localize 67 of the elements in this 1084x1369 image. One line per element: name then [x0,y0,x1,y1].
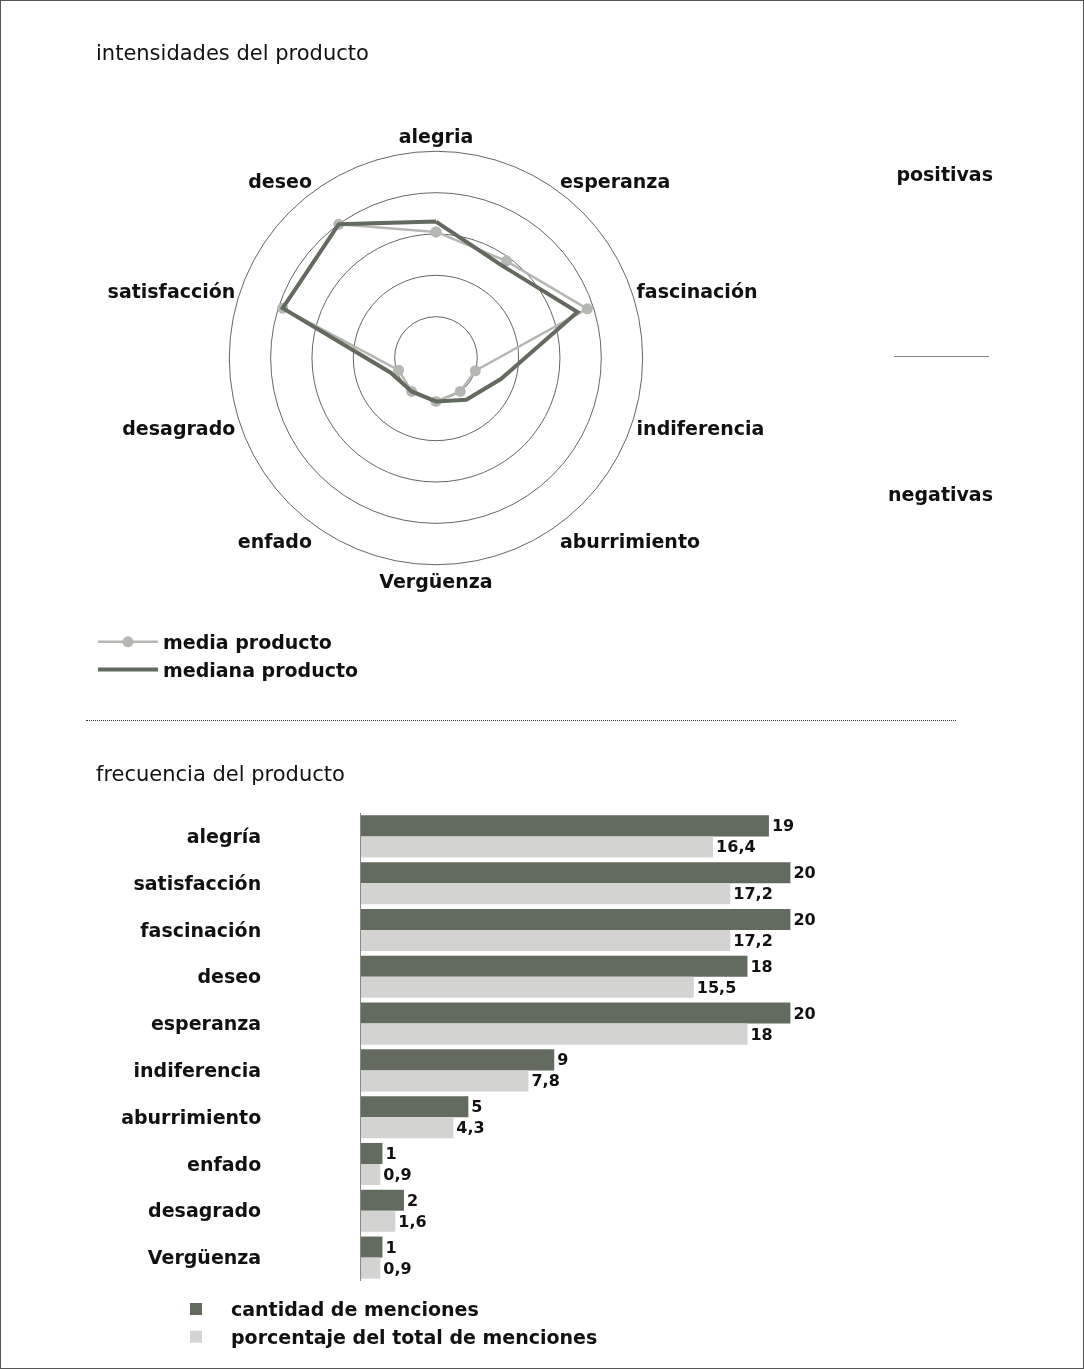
bar [361,1070,529,1092]
spoke-label: deseo [248,170,312,193]
bar [361,908,791,930]
legend-label: mediana producto [162,658,359,681]
y-tick-label: enfado [187,1152,262,1175]
data-label: 0,9 [383,1258,412,1278]
data-label: 18 [750,956,773,976]
spoke-label: fascinación [636,279,758,302]
y-tick-label: aburrimiento [121,1105,262,1128]
y-tick-label: Vergüenza [147,1246,262,1269]
y-tick-label: deseo [197,965,262,988]
bar [361,1257,381,1279]
bar [361,883,731,905]
data-label: 4,3 [456,1118,485,1138]
data-label: 9 [557,1050,569,1070]
legend-label: media producto [162,631,332,654]
data-label: 17,2 [733,931,773,951]
data-label: 1 [385,1143,397,1163]
bar [361,1210,396,1232]
data-label: 17,2 [733,884,773,904]
y-tick-label: fascinación [140,918,262,941]
spoke-label: Vergüenza [379,569,493,592]
y-tick-label: esperanza [150,1012,262,1035]
spoke-label: satisfacción [107,279,236,302]
bar [361,976,694,998]
y-tick-label: desagrado [148,1199,262,1222]
bar [361,836,714,858]
bar [361,1189,404,1211]
bar [361,862,791,884]
bar [361,955,748,977]
y-tick-label: alegría [186,825,262,848]
bar [361,1236,383,1258]
bar [361,1142,383,1164]
y-tick-label: indiferencia [133,1059,262,1082]
data-label: 18 [750,1024,773,1044]
spoke-label: esperanza [559,170,671,193]
data-label: 2 [406,1190,419,1210]
text: positivas [896,163,993,185]
bar [361,815,769,837]
data-label: 20 [793,909,816,929]
bar [361,1002,791,1024]
data-label: 15,5 [696,977,737,997]
spoke-label: alegria [398,125,474,148]
bar [361,1023,748,1045]
bar [361,1164,381,1186]
data-label: 20 [793,1003,816,1023]
data-label: 0,9 [383,1165,412,1185]
chart-title: intensidades del producto [96,41,369,66]
data-label: 1,6 [398,1211,427,1231]
spoke-label: enfado [237,529,312,552]
spoke-label: aburrimiento [559,529,701,552]
data-label: 16,4 [716,837,756,857]
data-label: 19 [771,816,795,836]
data-label: 20 [793,863,816,883]
data-label: 1 [385,1237,397,1257]
bar [361,1049,555,1071]
chart-title: frecuencia del producto [96,762,345,787]
data-label: 7,8 [531,1071,560,1091]
bar [361,1117,454,1139]
bar [361,930,731,952]
legend-label: porcentaje del total de menciones [231,1326,598,1349]
text: negativas [888,483,993,505]
bar [361,1096,469,1118]
legend-label: cantidad de menciones [231,1298,479,1321]
y-tick-label: satisfacción [133,871,262,894]
data-label: 5 [471,1097,483,1117]
spoke-label: indiferencia [636,417,765,440]
